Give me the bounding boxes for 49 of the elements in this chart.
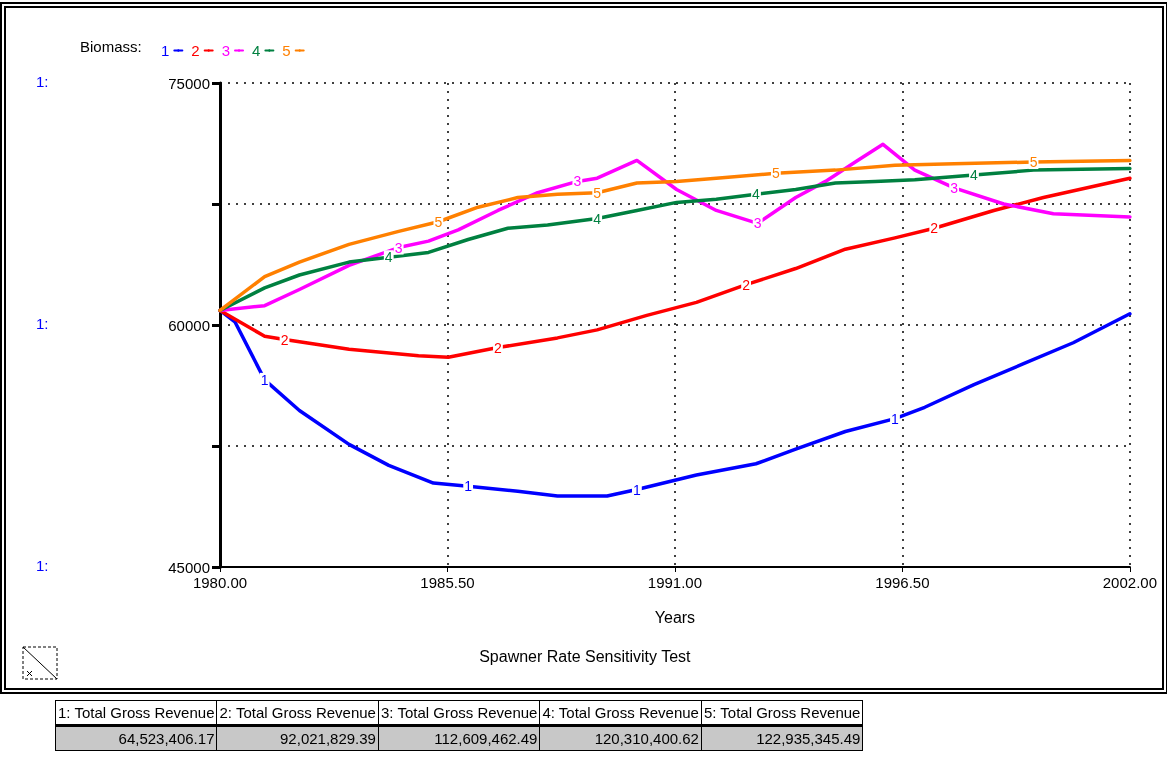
text: 1 bbox=[633, 481, 641, 498]
legend-title: Biomass: bbox=[80, 38, 142, 55]
text: 2 bbox=[494, 339, 502, 356]
text: 122,935,345.49 bbox=[701, 725, 863, 751]
text: 112,609,462.49 bbox=[378, 725, 540, 751]
text: 5 bbox=[593, 184, 602, 201]
text: 92,021,829.39 bbox=[216, 725, 379, 751]
y-tick-label: 75000 bbox=[168, 74, 210, 92]
text: 1: bbox=[36, 73, 49, 90]
y-tick-label: 60000 bbox=[168, 316, 210, 334]
text: 2: Total Gross Revenue bbox=[216, 700, 379, 726]
legend-label: 2 bbox=[191, 42, 200, 59]
text: 64,523,406.17 bbox=[55, 725, 217, 751]
text: 2 bbox=[742, 276, 750, 293]
text: 1: bbox=[36, 557, 49, 574]
x-tick-label: 1991.00 bbox=[647, 574, 703, 591]
text: 2 bbox=[930, 220, 939, 237]
x-axis-title: Years bbox=[654, 608, 696, 626]
text: 5 bbox=[771, 165, 780, 182]
legend-label: 1 bbox=[161, 42, 170, 59]
y-tick-label: 45000 bbox=[168, 558, 210, 576]
text: 3 bbox=[950, 179, 959, 196]
text: 4: Total Gross Revenue bbox=[539, 700, 702, 726]
legend-label: 4 bbox=[252, 42, 261, 59]
text: 4 bbox=[970, 166, 978, 183]
x-tick-label: 2002.00 bbox=[1102, 574, 1158, 591]
x-tick-label: 1980.00 bbox=[192, 574, 248, 591]
text: 5 bbox=[1029, 154, 1038, 171]
x-tick-label: 1996.50 bbox=[875, 574, 930, 591]
text: 4 bbox=[752, 186, 760, 203]
legend-label: 5 bbox=[282, 42, 291, 59]
text: 1 bbox=[891, 410, 899, 427]
text: Spawner Rate Sensitivity Test bbox=[479, 647, 692, 665]
text: 3: Total Gross Revenue bbox=[378, 700, 540, 726]
text: 2 bbox=[280, 331, 289, 348]
x-tick-label: 1985.50 bbox=[420, 574, 475, 591]
text: 5 bbox=[434, 213, 443, 230]
text: 1: bbox=[36, 315, 49, 332]
text: 4 bbox=[593, 210, 602, 227]
text: 120,310,400.62 bbox=[539, 725, 702, 751]
text: 1 bbox=[464, 478, 473, 495]
text: 3 bbox=[573, 173, 582, 190]
text: 1 bbox=[260, 371, 269, 388]
text: 4 bbox=[384, 249, 393, 266]
legend-label: 3 bbox=[221, 42, 231, 59]
text: 1: Total Gross Revenue bbox=[55, 700, 217, 726]
text: 5: Total Gross Revenue bbox=[701, 700, 863, 726]
text: 3 bbox=[753, 215, 762, 232]
text: 3 bbox=[394, 239, 403, 256]
